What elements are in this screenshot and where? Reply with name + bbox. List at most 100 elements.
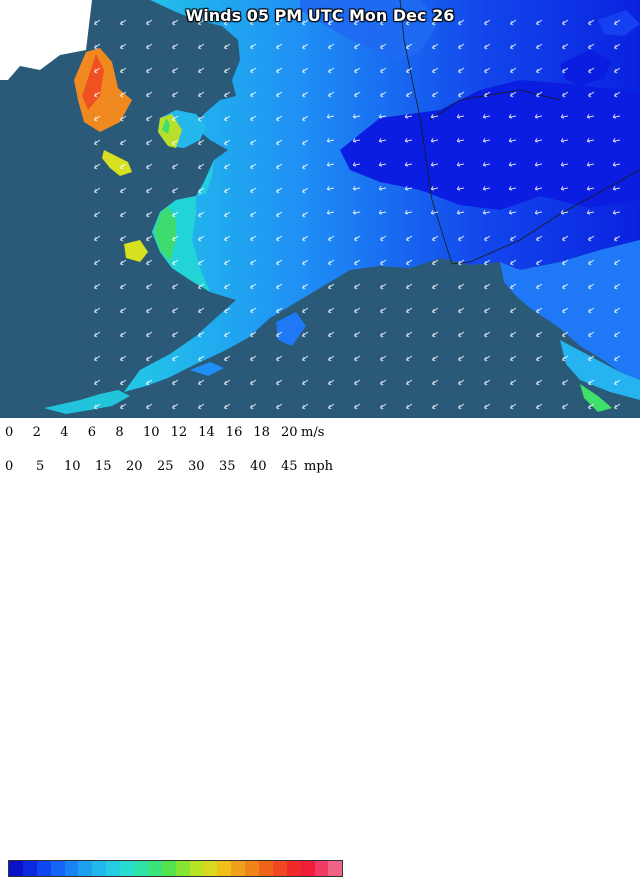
wind-arrow — [561, 235, 569, 242]
wind-arrow — [93, 379, 101, 386]
wind-arrow — [171, 403, 179, 410]
wind-arrow — [613, 91, 621, 98]
wind-arrow — [353, 283, 361, 290]
wind-arrow — [535, 331, 543, 338]
wind-arrow — [301, 115, 309, 122]
wind-arrow — [171, 139, 179, 146]
wind-arrow — [119, 115, 127, 122]
wind-arrow — [535, 235, 543, 242]
wind-arrow — [223, 379, 231, 386]
wind-arrow — [483, 307, 491, 314]
wind-arrow — [197, 115, 205, 122]
wind-arrow — [509, 43, 517, 50]
wind-arrow — [352, 161, 361, 167]
wind-arrow — [560, 161, 569, 167]
wind-arrow — [249, 307, 257, 314]
wind-arrow — [119, 307, 127, 314]
wind-arrow — [145, 187, 153, 194]
border-lines — [399, 0, 640, 265]
wind-arrow — [249, 355, 257, 362]
colorbar-swatch — [286, 861, 301, 876]
wind-arrow — [483, 403, 491, 410]
mph-unit-label: mph — [304, 459, 334, 474]
wind-arrow — [275, 43, 283, 50]
wind-arrow — [483, 283, 491, 290]
wind-arrow — [508, 185, 517, 191]
wind-arrow — [457, 379, 465, 386]
wind-arrow — [405, 355, 413, 362]
wind-arrow — [509, 19, 517, 26]
wind-arrow — [249, 163, 257, 170]
wind-arrow — [275, 307, 283, 314]
wind-arrow — [586, 137, 595, 143]
wind-arrow — [301, 163, 309, 170]
wind-arrow — [145, 139, 153, 146]
wind-arrow — [353, 91, 361, 98]
wind-arrow — [145, 67, 153, 74]
wind-arrow — [378, 185, 387, 191]
wind-arrow — [613, 67, 621, 74]
wind-arrow — [171, 67, 179, 74]
colorbar-swatch — [175, 861, 190, 876]
wind-arrow — [197, 139, 205, 146]
wind-arrow — [171, 259, 179, 266]
wind-arrow — [483, 259, 491, 266]
wind-arrow — [249, 115, 257, 122]
southeast-panhandle — [500, 240, 640, 380]
wind-arrow — [171, 283, 179, 290]
mph-tick-label: 25 — [157, 459, 174, 474]
wind-arrow — [119, 259, 127, 266]
wind-arrow — [482, 113, 491, 119]
wind-arrow — [145, 379, 153, 386]
wind-arrow — [483, 355, 491, 362]
wind-arrow — [171, 19, 179, 26]
mph-tick-label: 20 — [126, 459, 143, 474]
ms-tick-label: 2 — [32, 425, 41, 440]
wind-arrow — [171, 211, 179, 218]
wind-arrow — [431, 235, 439, 242]
wind-map: Winds 05 PM UTC Mon Dec 26 — [0, 0, 640, 418]
wind-arrow — [197, 211, 205, 218]
wind-arrow — [275, 139, 283, 146]
wind-arrow — [509, 283, 517, 290]
wind-arrow — [613, 43, 621, 50]
colorbar-swatch — [50, 861, 65, 876]
wind-arrow — [119, 139, 127, 146]
wind-arrow — [509, 355, 517, 362]
wind-arrow — [379, 331, 387, 338]
wind-arrow — [405, 259, 413, 266]
wind-arrow — [326, 137, 335, 143]
wind-arrow — [378, 113, 387, 119]
wind-arrow — [379, 403, 387, 410]
wind-arrow — [145, 19, 153, 26]
wind-arrow — [249, 331, 257, 338]
wind-arrow — [275, 163, 283, 170]
wind-arrow — [457, 331, 465, 338]
wind-arrow — [509, 403, 517, 410]
wind-arrow — [457, 67, 465, 74]
wind-arrow — [145, 355, 153, 362]
calm-core — [340, 80, 640, 210]
wind-arrow — [171, 163, 179, 170]
wind-arrow — [587, 283, 595, 290]
wind-arrow — [249, 379, 257, 386]
wind-arrow — [327, 91, 335, 98]
wind-arrow — [378, 137, 387, 143]
ms-tick-label: 8 — [115, 425, 124, 440]
mph-tick-label: 0 — [5, 459, 14, 474]
wind-arrow — [223, 259, 231, 266]
wind-arrow — [379, 379, 387, 386]
wind-arrow — [431, 307, 439, 314]
wind-arrow — [378, 161, 387, 167]
wind-arrow — [171, 115, 179, 122]
mph-tick-label: 40 — [250, 459, 267, 474]
wind-arrow — [275, 379, 283, 386]
wind-arrow — [612, 113, 621, 119]
wind-arrow — [353, 355, 361, 362]
wind-arrow — [301, 235, 309, 242]
wind-arrow — [561, 91, 569, 98]
wind-arrow — [561, 67, 569, 74]
wind-arrow — [612, 185, 621, 191]
wind-arrow — [587, 307, 595, 314]
wind-arrow — [561, 259, 569, 266]
